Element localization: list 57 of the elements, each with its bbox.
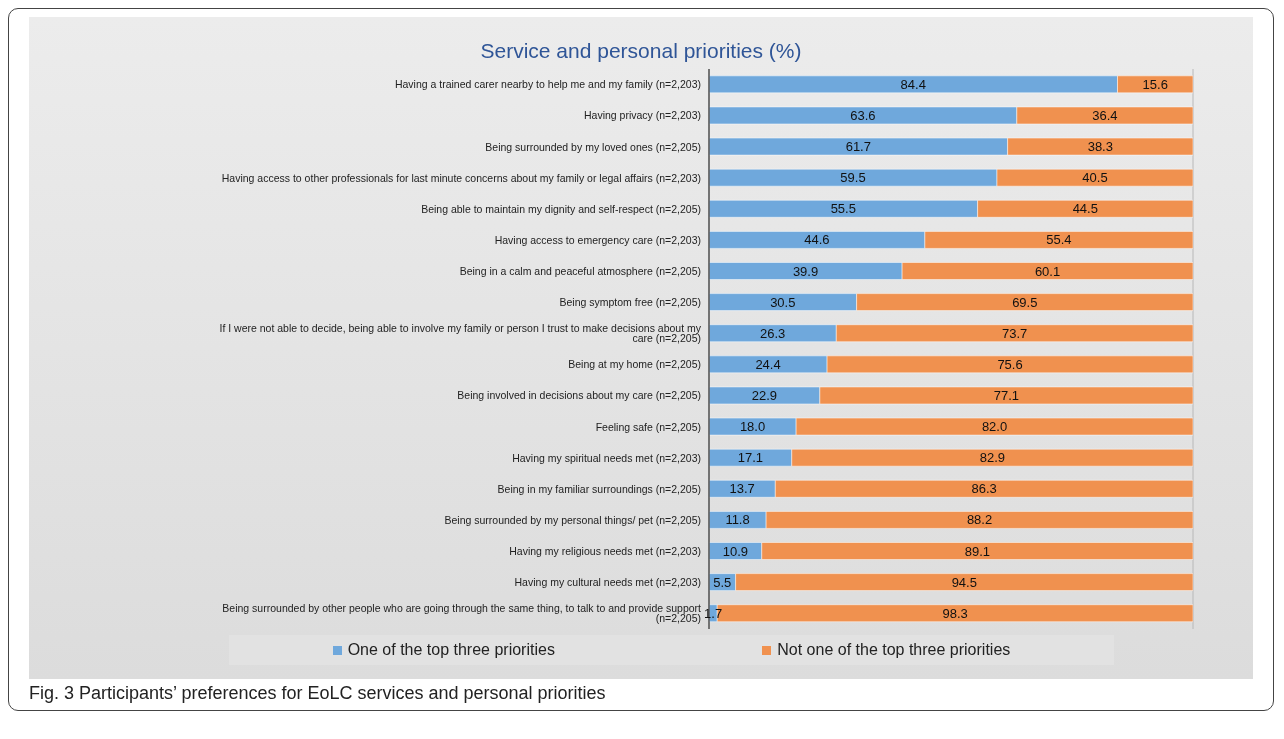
- data-label: 44.6: [804, 232, 830, 248]
- y-tick-label: Being symptom free (n=2,205): [559, 296, 701, 309]
- series-label: Not one of the top three priorities: [776, 641, 1011, 659]
- data-label: 18.0: [739, 419, 766, 435]
- data-label: 86.3: [971, 481, 997, 497]
- data-label: 82.0: [981, 419, 1008, 435]
- data-label: 84.4: [900, 76, 926, 92]
- y-tick-label: Being at my home (n=2,205): [568, 358, 701, 371]
- y-tick-label: Being surrounded by my loved ones (n=2,205): [485, 140, 701, 153]
- data-label: 63.6: [850, 107, 876, 123]
- data-label: 75.6: [997, 356, 1023, 372]
- data-label: 15.6: [1142, 76, 1168, 92]
- data-label: 26.3: [759, 325, 786, 341]
- y-tick-label: Having a trained carer nearby to help me and my family (n=2,203): [394, 78, 701, 91]
- data-label: 73.7: [1001, 325, 1028, 341]
- y-tick-label: Having privacy (n=2,203): [583, 109, 701, 122]
- y-tick-label: Being surrounded by other people who are going through the same thing, to talk to and provide support (n=2,205): [222, 601, 702, 625]
- caption: Fig. 3 Participants’ preferences for EoLC services and personal priorities: [28, 682, 607, 704]
- data-label: 82.9: [979, 450, 1006, 466]
- data-label: 94.5: [951, 574, 977, 590]
- data-label: 30.5: [770, 294, 796, 310]
- y-tick-label: Having my religious needs met (n=2,203): [509, 544, 701, 557]
- y-tick-label: Having access to emergency care (n=2,203): [494, 233, 701, 246]
- y-tick-label: Being in a calm and peaceful atmosphere (n=2,205): [459, 264, 701, 277]
- data-label: 11.8: [725, 512, 750, 528]
- data-label: 39.9: [792, 263, 819, 279]
- data-label: 60.1: [1034, 263, 1061, 279]
- y-tick-label: Having my spiritual needs met (n=2,203): [512, 451, 701, 464]
- y-tick-label: Being involved in decisions about my care (n=2,205): [457, 389, 701, 402]
- data-label: 89.1: [964, 543, 991, 559]
- data-label: 38.3: [1087, 139, 1113, 155]
- chart-title: Service and personal priorities (%): [479, 38, 803, 64]
- data-label: 24.4: [755, 356, 781, 372]
- data-label: 88.2: [966, 512, 993, 528]
- y-tick-label: Having my cultural needs met (n=2,203): [514, 576, 701, 589]
- legend-label: One of the top three priorities: [346, 641, 555, 659]
- y-tick-label: Being surrounded by my personal things/ pet (n=2,205): [444, 513, 701, 526]
- y-tick-label: Being able to maintain my dignity and self-respect (n=2,205): [421, 202, 701, 215]
- y-tick-label: Having access to other professionals for last minute concerns about my family or legal affairs (n=2,203): [221, 171, 701, 184]
- y-tick-label: Feeling safe (n=2,205): [595, 420, 701, 433]
- y-tick-label: If I were not able to decide, being able to involve my family or person I trust to make decisions about my care (n=2,205): [219, 321, 702, 345]
- data-label: 13.7: [729, 481, 755, 497]
- data-label: 61.7: [845, 139, 871, 155]
- data-label: 98.3: [942, 605, 968, 621]
- data-label: 5.5: [713, 574, 732, 590]
- y-tick-label: Being in my familiar surroundings (n=2,205): [497, 482, 701, 495]
- data-label: 55.5: [830, 201, 856, 217]
- data-label: 36.4: [1092, 107, 1118, 123]
- data-label: 69.5: [1012, 294, 1038, 310]
- data-label: 44.5: [1072, 201, 1098, 217]
- data-label: 22.9: [751, 387, 778, 403]
- data-label: 59.5: [840, 170, 866, 186]
- data-label: 17.1: [737, 450, 764, 466]
- data-label: 55.4: [1046, 232, 1072, 248]
- data-label: 40.5: [1082, 170, 1108, 186]
- data-label: 77.1: [993, 387, 1020, 403]
- data-label: 10.9: [722, 543, 749, 559]
